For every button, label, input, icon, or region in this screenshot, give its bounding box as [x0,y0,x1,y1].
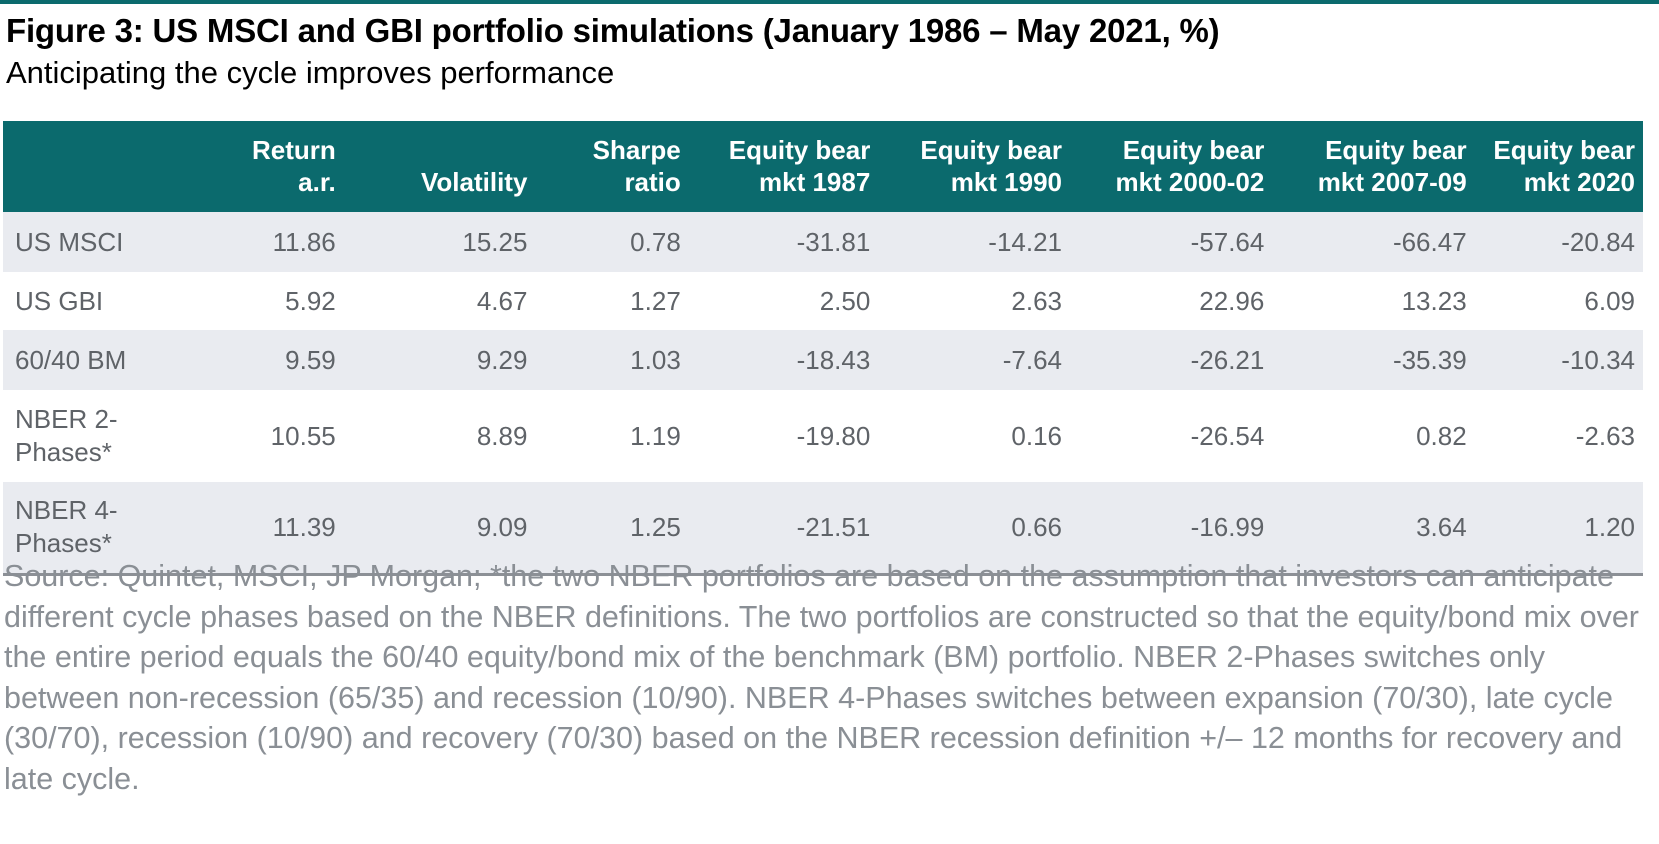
header-volatility: Volatility [421,167,528,197]
table-cell: 1.27 [630,285,681,316]
table-cell: 5.92 [285,285,336,316]
table-cell: 0.78 [630,226,681,257]
table-header-row: Return a.r. Volatility Sharpe ratio Equi… [3,121,1643,212]
figure-subtitle: Anticipating the cycle improves performa… [6,55,615,90]
table-cell: -14.21 [988,226,1063,257]
table-cell: 15.25 [462,226,528,257]
row-label: US GBI [15,285,104,316]
header-bear-2007-09: Equity bear mkt 2007-09 [1317,135,1467,197]
table-cell: 1.03 [630,344,681,375]
table-cell: -21.51 [688,482,879,576]
table-cell: 22.96 [1199,285,1265,316]
table-cell: -16.99 [1070,482,1273,576]
table-cell: 1.20 [1474,482,1643,576]
table-cell: -31.81 [796,226,871,257]
table-row: NBER 2- Phases* 10.55 8.89 1.19 -19.80 0… [3,390,1643,482]
table-cell: -66.47 [1392,226,1467,257]
table-cell: -2.63 [1575,420,1635,451]
table-cell: -18.43 [796,344,871,375]
table-cell: 13.23 [1401,285,1467,316]
header-sharpe: Sharpe ratio [592,135,681,197]
row-label: US MSCI [15,226,124,257]
table-cell: 2.63 [1011,285,1063,316]
table-cell: 10.55 [270,420,336,451]
table-cell: -10.34 [1561,344,1635,375]
table-cell: 11.39 [207,482,344,576]
table-cell: 0.82 [1416,420,1467,451]
table-cell: 0.16 [1011,420,1063,451]
table-row: 60/40 BM 9.59 9.29 1.03 -18.43 -7.64 -26… [3,330,1643,390]
row-label: 60/40 BM [15,344,127,375]
table-row: US GBI 5.92 4.67 1.27 2.50 2.63 22.96 13… [3,272,1643,330]
table-cell: 1.19 [630,420,681,451]
table-cell: -26.54 [1190,420,1265,451]
figure-title: Figure 3: US MSCI and GBI portfolio simu… [6,12,1220,49]
table-cell: -7.64 [1002,344,1063,375]
header-bear-1990: Equity bear mkt 1990 [920,135,1063,197]
table-cell: 2.50 [819,285,871,316]
table-cell: 9.29 [476,344,528,375]
header-return: Return a.r. [251,135,336,197]
table-row: NBER 4- Phases* 11.39 9.09 1.25 -21.51 0… [3,482,1643,576]
top-rule [0,0,1659,4]
table-cell: 8.89 [476,420,528,451]
portfolio-simulation-table: Return a.r. Volatility Sharpe ratio Equi… [3,121,1643,576]
table-cell: 6.09 [1584,285,1635,316]
row-label: NBER 4- Phases* [3,482,208,576]
table-cell: 1.25 [535,482,689,576]
header-bear-1987: Equity bear mkt 1987 [728,135,871,197]
header-blank [3,121,207,212]
table-row: US MSCI 11.86 15.25 0.78 -31.81 -14.21 -… [3,212,1643,272]
row-label: NBER 2- Phases* [15,404,118,467]
table-cell: -20.84 [1561,226,1635,257]
table-cell: -57.64 [1190,226,1265,257]
table-cell: 0.66 [878,482,1071,576]
table-cell: 4.67 [476,285,528,316]
table-cell: -19.80 [796,420,871,451]
header-bear-2000-02: Equity bear mkt 2000-02 [1115,135,1265,197]
table-cell: 9.09 [343,482,536,576]
source-note: Source: Quintet, MSCI, JP Morgan; *the t… [4,559,1639,796]
table-cell: -26.21 [1190,344,1265,375]
table-cell: 3.64 [1272,482,1475,576]
table-cell: -35.39 [1392,344,1467,375]
table-cell: 11.86 [272,226,336,257]
header-bear-2020: Equity bear mkt 2020 [1493,135,1635,197]
table-cell: 9.59 [285,344,336,375]
